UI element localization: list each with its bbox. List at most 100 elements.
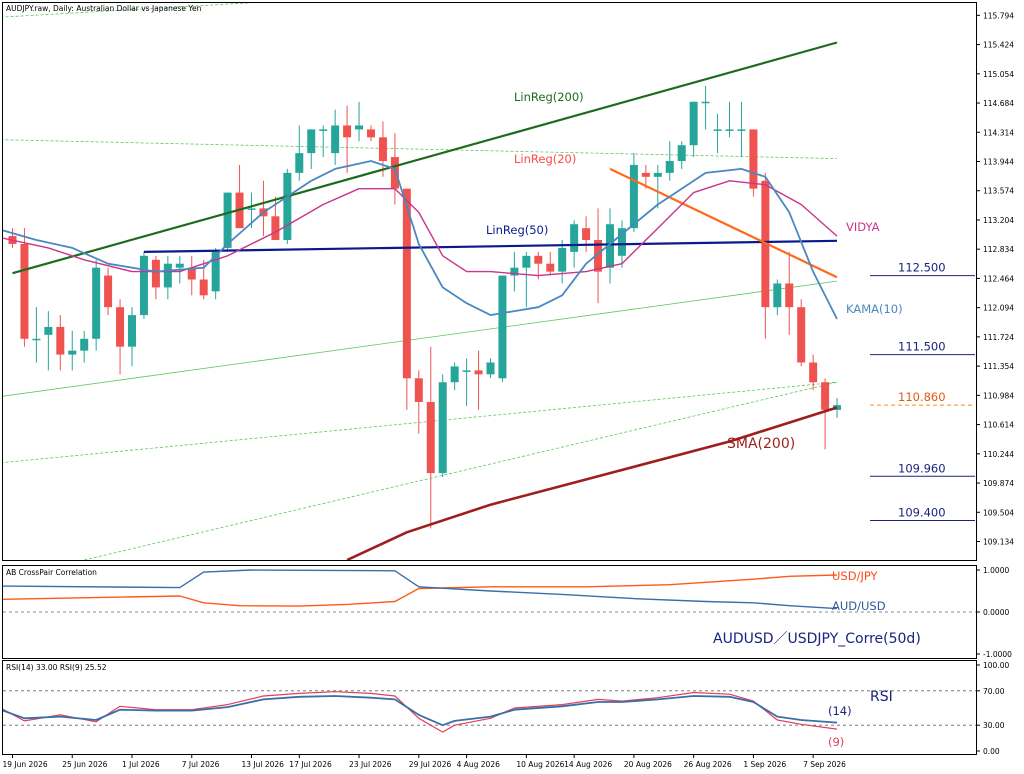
- candle-body: [797, 307, 806, 363]
- candle-body: [211, 251, 220, 292]
- main-pane-frame: [2, 2, 977, 561]
- candle-body: [821, 382, 830, 410]
- candle-body: [617, 228, 626, 256]
- rsi14-line: [3, 695, 838, 727]
- y-tick-label: 111.724: [983, 333, 1014, 342]
- y-tick-label: 113.204: [983, 216, 1014, 225]
- level-label-2: 110.860: [898, 390, 946, 404]
- candle-body: [414, 378, 423, 402]
- candle-body: [665, 161, 674, 173]
- candle-body: [139, 255, 148, 316]
- candle-body: [785, 283, 794, 308]
- vidya-label: VIDYA: [846, 220, 880, 234]
- candle-body: [378, 137, 387, 162]
- candle-body: [80, 338, 89, 351]
- x-tick-label: 4 Aug 2026: [457, 760, 500, 769]
- x-tick-label: 1 Sep 2026: [743, 760, 786, 769]
- corr-title: AB CrossPair Correlation: [6, 568, 97, 577]
- candle-body: [809, 362, 818, 383]
- candle-body: [20, 243, 29, 339]
- candle-body: [402, 188, 411, 379]
- candle-body: [510, 267, 519, 276]
- rsi-pane-frame: [2, 660, 977, 755]
- y-tick-label: 113.574: [983, 187, 1014, 196]
- x-tick-label: 23 Jul 2026: [349, 760, 392, 769]
- rsi-tick-label: 0.00: [983, 747, 1000, 756]
- y-tick-label: 110.244: [983, 450, 1014, 459]
- candle-body: [534, 255, 543, 264]
- candle-body: [104, 275, 113, 308]
- level-label-1: 111.500: [898, 340, 946, 354]
- corr-tick-label: 1.0000: [983, 566, 1009, 575]
- candle-body: [367, 129, 375, 138]
- audusd-corr-line: [3, 569, 838, 610]
- candle-body: [319, 129, 328, 131]
- x-tick-label: 13 Jul 2026: [242, 760, 285, 769]
- y-tick-label: 114.314: [983, 128, 1014, 137]
- candle-body: [331, 125, 340, 154]
- candle-body: [163, 263, 172, 288]
- x-tick-label: 17 Jul 2026: [289, 760, 332, 769]
- rsi14-label: (14): [828, 704, 852, 718]
- candle-body: [701, 101, 710, 104]
- y-tick-label: 115.794: [983, 11, 1014, 20]
- linreg50-label: LinReg(50): [486, 223, 548, 237]
- candle-body: [56, 326, 65, 355]
- main-title: AUDJPY.raw, Daily: Australian Dollar vs …: [6, 4, 202, 13]
- candle-body: [223, 192, 232, 248]
- y-tick-label: 111.354: [983, 362, 1014, 371]
- candle-body: [271, 216, 280, 241]
- audusd-label: AUD/USD: [832, 599, 886, 613]
- candle-body: [558, 247, 567, 272]
- candle-body: [653, 172, 662, 177]
- candle-body: [199, 279, 208, 296]
- x-tick-label: 19 Jun 2026: [3, 760, 48, 769]
- rsi9-label: (9): [828, 735, 844, 749]
- y-tick-label: 109.134: [983, 538, 1014, 547]
- candle-body: [92, 267, 101, 339]
- candle-body: [462, 370, 471, 372]
- y-tick-label: 109.504: [983, 508, 1014, 517]
- candle-body: [522, 255, 531, 268]
- x-tick-label: 10 Aug 2026: [516, 760, 564, 769]
- linreg20-label: LinReg(20): [514, 152, 576, 166]
- candle-body: [773, 283, 782, 308]
- candle-body: [355, 125, 364, 130]
- rsi-title: RSI(14) 33.00 RSI(9) 25.52: [6, 663, 107, 672]
- candle-body: [606, 224, 614, 268]
- y-tick-label: 112.464: [983, 274, 1014, 283]
- candle-body: [32, 338, 41, 341]
- candle-body: [116, 307, 125, 347]
- y-tick-label: 110.984: [983, 391, 1014, 400]
- rsi-annotation: RSI: [870, 689, 893, 705]
- x-tick-label: 7 Sep 2026: [803, 760, 846, 769]
- candle-body: [713, 129, 722, 131]
- usdjpy-corr-line: [3, 574, 838, 607]
- level-label-4: 109.400: [898, 505, 946, 519]
- level-label-0: 112.500: [898, 261, 946, 275]
- rsi-tick-label: 30.00: [983, 721, 1005, 730]
- candle-body: [151, 259, 160, 288]
- x-tick-label: 14 Aug 2026: [564, 760, 612, 769]
- corr-tick-label: -1.0000: [983, 650, 1012, 659]
- channel-upper1-line: [3, 139, 838, 159]
- rsi9-line: [3, 691, 838, 733]
- linreg200-line: [12, 41, 838, 275]
- y-tick-label: 113.944: [983, 157, 1014, 166]
- candle-body: [474, 370, 483, 375]
- sma200-label: SMA(200): [727, 436, 795, 452]
- y-tick-label: 109.874: [983, 479, 1014, 488]
- candle-body: [307, 129, 316, 154]
- candle-body: [629, 164, 638, 229]
- x-tick-label: 7 Jul 2026: [182, 760, 220, 769]
- y-tick-label: 112.094: [983, 304, 1014, 313]
- channel-lower1-line: [3, 280, 838, 397]
- y-tick-label: 115.424: [983, 41, 1014, 50]
- candle-body: [438, 382, 447, 474]
- candle-body: [833, 405, 842, 410]
- channel-lower2-line: [84, 381, 838, 560]
- candle-body: [570, 224, 579, 252]
- x-tick-label: 25 Jun 2026: [62, 760, 107, 769]
- candle-body: [641, 172, 650, 177]
